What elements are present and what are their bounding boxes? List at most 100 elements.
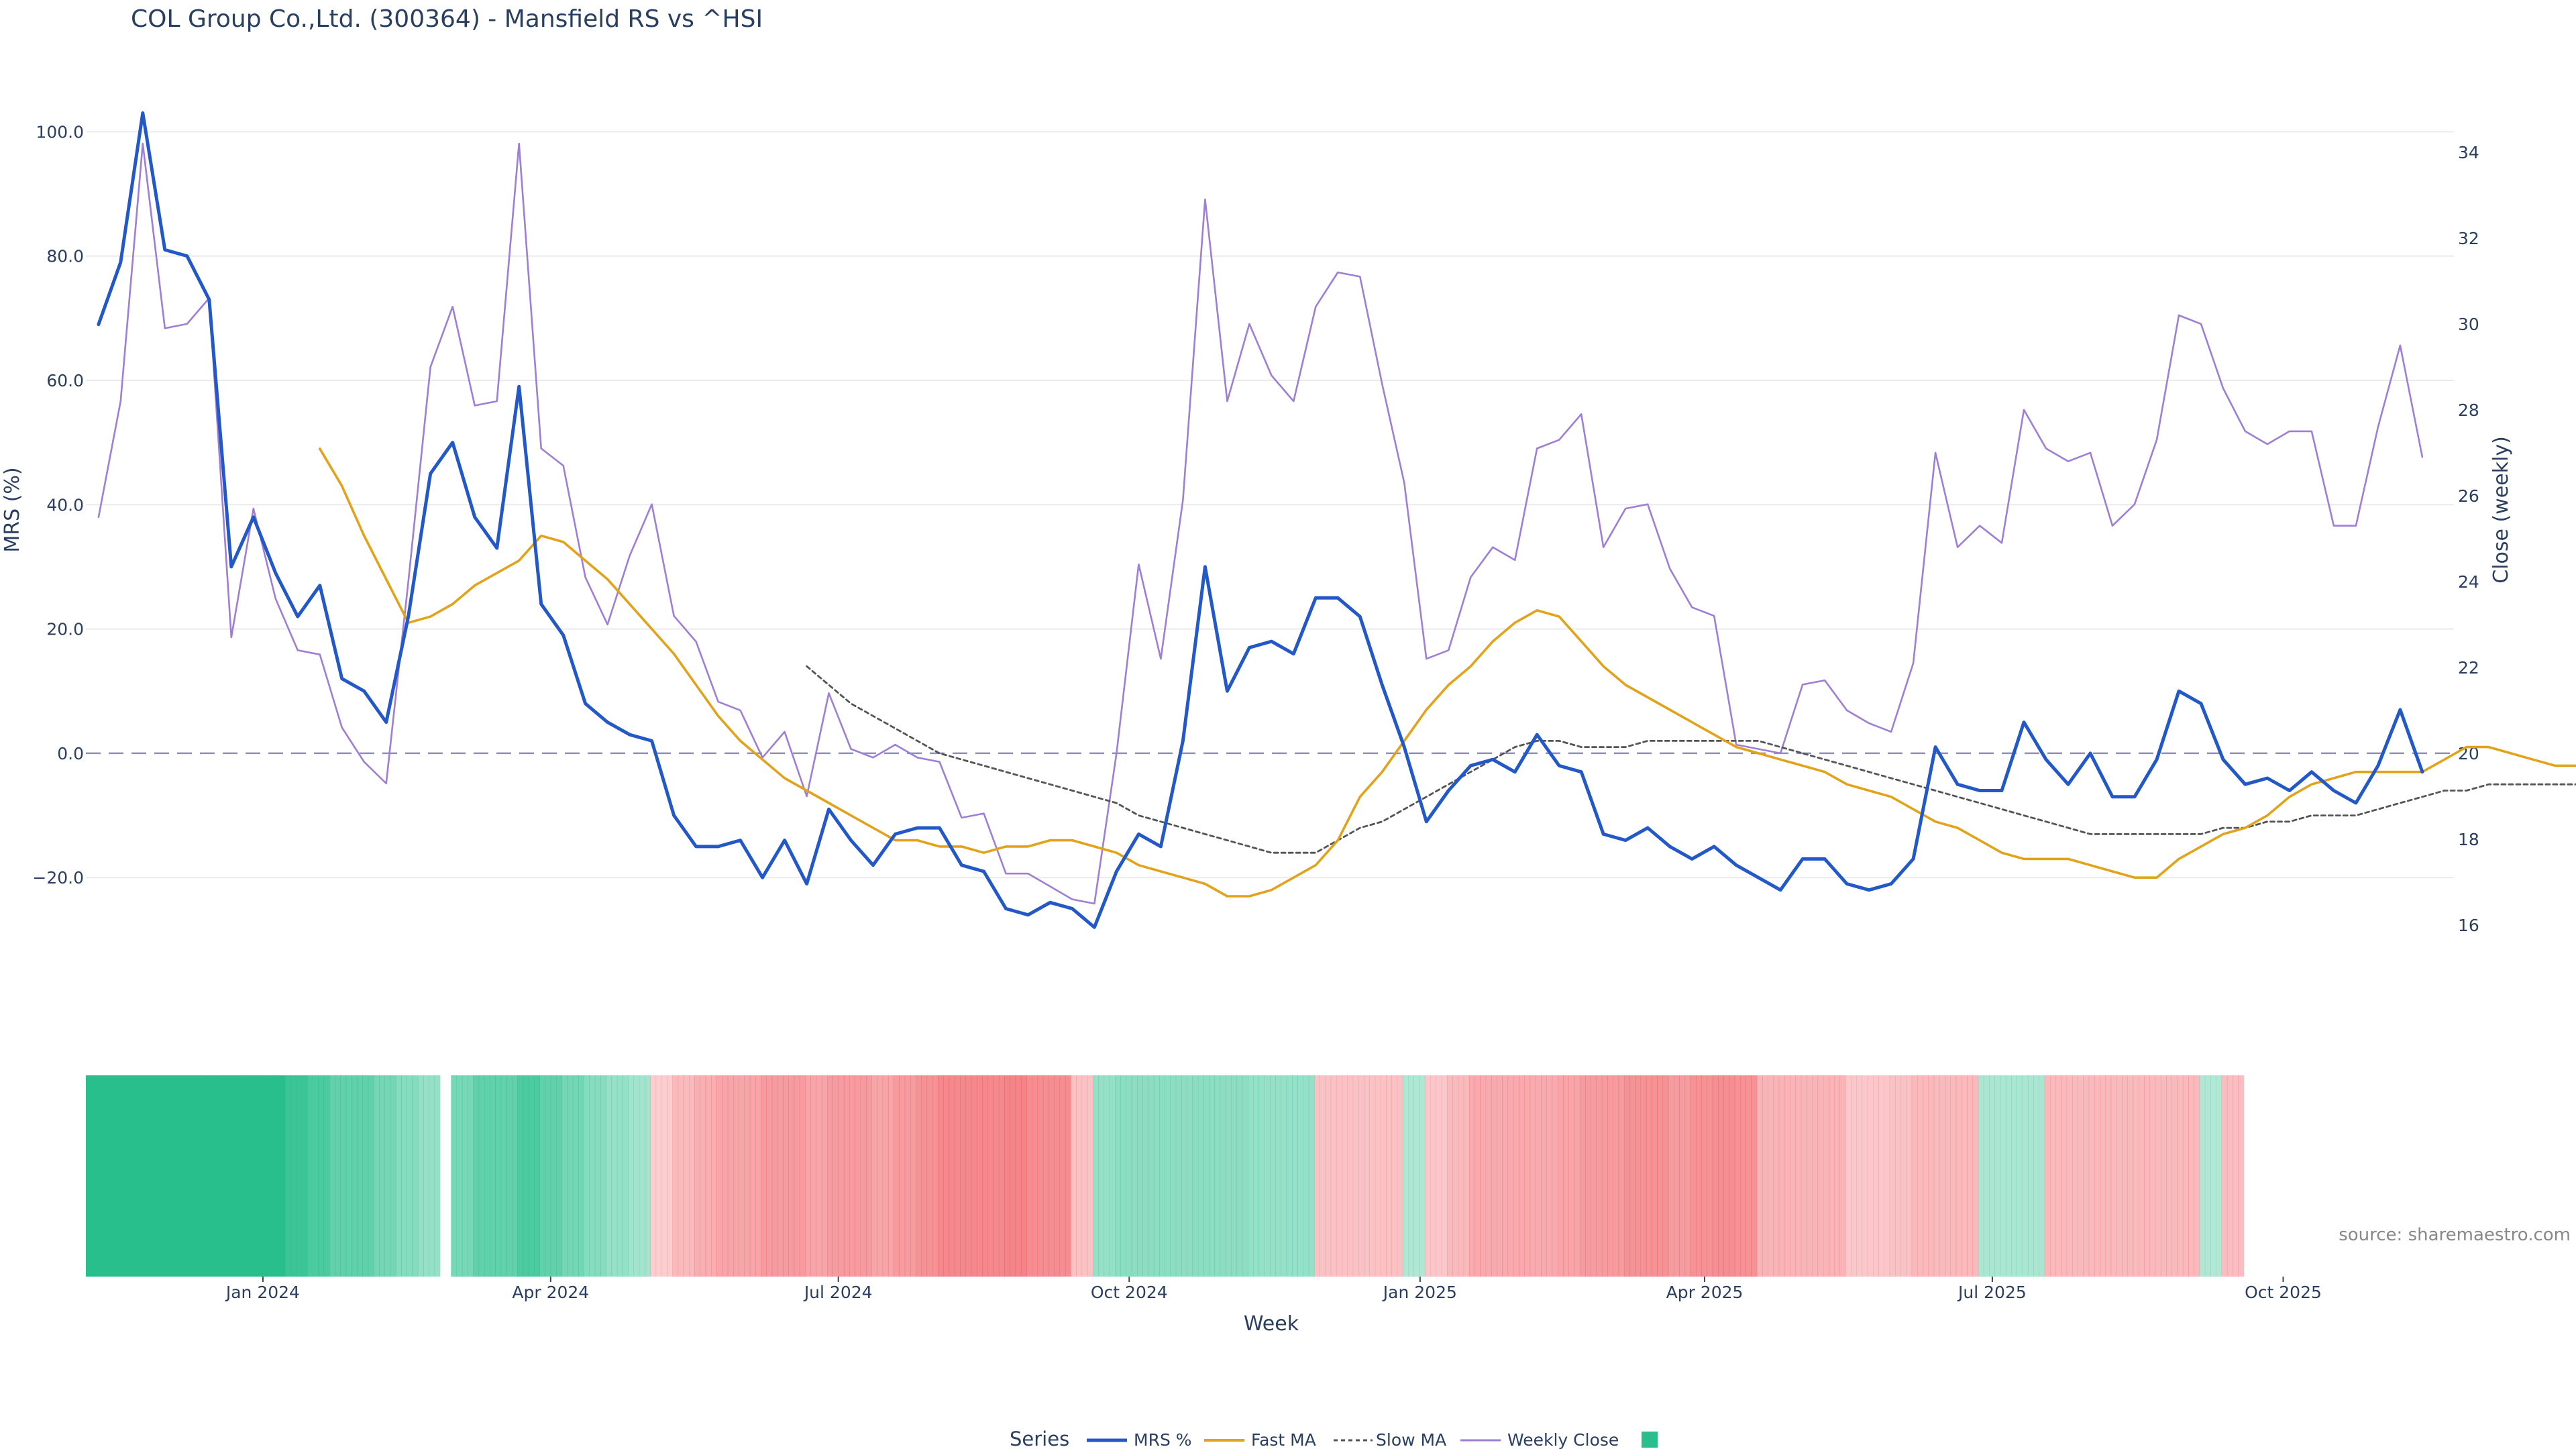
series-line-mrs[interactable] — [97, 111, 2424, 929]
heatmap-cell — [1137, 1075, 1143, 1277]
y2-tick-label: 24 — [2458, 572, 2479, 592]
heatmap-cell — [1197, 1075, 1204, 1277]
series-line-weekly-close[interactable] — [97, 142, 2424, 905]
legend-item-mrs[interactable]: MRS % — [1087, 1430, 1192, 1449]
heatmap-cell — [965, 1075, 972, 1277]
heatmap-cell — [1192, 1075, 1199, 1277]
heatmap-cell — [749, 1075, 756, 1277]
heatmap-cell — [1126, 1075, 1132, 1277]
y2-tick-label: 30 — [2458, 315, 2479, 334]
heatmap-cell — [1574, 1075, 1580, 1277]
heatmap-cell — [197, 1075, 203, 1277]
legend-item-slow-ma[interactable]: Slow MA — [1334, 1430, 1446, 1449]
heatmap-cell — [2138, 1075, 2145, 1277]
heatmap-cell — [744, 1075, 751, 1277]
heatmap-cell — [2078, 1075, 2084, 1277]
heatmap-cell — [1950, 1075, 1957, 1277]
heatmap-cell — [279, 1075, 286, 1277]
heatmap-cell — [827, 1075, 833, 1277]
heatmap-cell — [434, 1075, 441, 1277]
heatmap-cell — [683, 1075, 690, 1277]
heatmap-cell — [1867, 1075, 1874, 1277]
heatmap-cell — [2100, 1075, 2106, 1277]
legend-swatch-heatmap[interactable] — [1642, 1432, 1658, 1448]
heatmap-cell — [412, 1075, 419, 1277]
heatmap-cell — [313, 1075, 319, 1277]
heatmap-cell — [478, 1075, 485, 1277]
heatmap-cell — [1895, 1075, 1901, 1277]
legend-label-slow-ma: Slow MA — [1376, 1430, 1446, 1449]
heatmap-cell — [1010, 1075, 1016, 1277]
heatmap-cell — [484, 1075, 490, 1277]
heatmap-cell — [678, 1075, 684, 1277]
heatmap-cell — [976, 1075, 983, 1277]
heatmap-cell — [1690, 1075, 1697, 1277]
heatmap-cell — [655, 1075, 662, 1277]
heatmap-cell — [1972, 1075, 1979, 1277]
y-tick-label: −20.0 — [32, 868, 84, 888]
heatmap-cell — [102, 1075, 109, 1277]
heatmap-cell — [1568, 1075, 1575, 1277]
series-line-slow-ma[interactable] — [806, 665, 2576, 854]
x-tick-label: Jan 2024 — [225, 1283, 300, 1302]
heatmap-cell — [805, 1075, 811, 1277]
heatmap-cell — [1740, 1075, 1746, 1277]
heatmap-cell — [616, 1075, 623, 1277]
gridlines — [86, 131, 2454, 879]
heatmap-cell — [213, 1075, 219, 1277]
series-layer — [97, 111, 2576, 929]
series-weekly-close — [97, 142, 2424, 905]
heatmap-cell — [2133, 1075, 2139, 1277]
heatmap-cell — [600, 1075, 606, 1277]
heatmap-cell — [113, 1075, 119, 1277]
heatmap-cell — [1723, 1075, 1730, 1277]
heatmap-cell — [1923, 1075, 1929, 1277]
heatmap-cell — [1878, 1075, 1884, 1277]
heatmap-cell — [1513, 1075, 1519, 1277]
heatmap-cell — [1591, 1075, 1597, 1277]
heatmap-cell — [567, 1075, 574, 1277]
heatmap-cell — [810, 1075, 817, 1277]
heatmap-cell — [766, 1075, 773, 1277]
heatmap-cell — [860, 1075, 867, 1277]
heatmap-cell — [650, 1075, 657, 1277]
heatmap-cell — [274, 1075, 280, 1277]
heatmap-cell — [1778, 1075, 1785, 1277]
heatmap-cell — [1928, 1075, 1935, 1277]
y-tick-label: 100.0 — [36, 122, 84, 142]
heatmap-cell — [838, 1075, 845, 1277]
heatmap-cell — [2171, 1075, 2178, 1277]
heatmap-cell — [628, 1075, 635, 1277]
heatmap-cell — [1342, 1075, 1348, 1277]
series-line-fast-ma[interactable] — [318, 447, 2576, 898]
heatmap-cell — [771, 1075, 778, 1277]
heatmap-cell — [550, 1075, 557, 1277]
heatmap-cell — [384, 1075, 391, 1277]
heatmap-cell — [833, 1075, 839, 1277]
legend-label-mrs: MRS % — [1134, 1430, 1192, 1449]
legend-item-fast-ma[interactable]: Fast MA — [1204, 1430, 1316, 1449]
heatmap-cell — [246, 1075, 252, 1277]
y-tick-label: 20.0 — [46, 620, 84, 639]
heatmap-cell — [1884, 1075, 1890, 1277]
heatmap-cell — [1286, 1075, 1293, 1277]
legend-title: Series — [1010, 1428, 1069, 1449]
heatmap-cell — [843, 1075, 850, 1277]
heatmap-cell — [1153, 1075, 1160, 1277]
heatmap-cell — [2182, 1075, 2189, 1277]
legend-item-weekly-close[interactable]: Weekly Close — [1460, 1430, 1619, 1449]
heatmap-cell — [517, 1075, 524, 1277]
heatmap-cell — [2122, 1075, 2128, 1277]
heatmap-cell — [174, 1075, 180, 1277]
heatmap-cell — [1148, 1075, 1155, 1277]
heatmap-cell — [180, 1075, 186, 1277]
heatmap-cell — [2011, 1075, 2017, 1277]
heatmap-cell — [146, 1075, 153, 1277]
heatmap-cell — [1873, 1075, 1879, 1277]
heatmap-cell — [1236, 1075, 1243, 1277]
heatmap-cell — [290, 1075, 297, 1277]
heatmap-cell — [1330, 1075, 1337, 1277]
heatmap-cell — [2116, 1075, 2123, 1277]
